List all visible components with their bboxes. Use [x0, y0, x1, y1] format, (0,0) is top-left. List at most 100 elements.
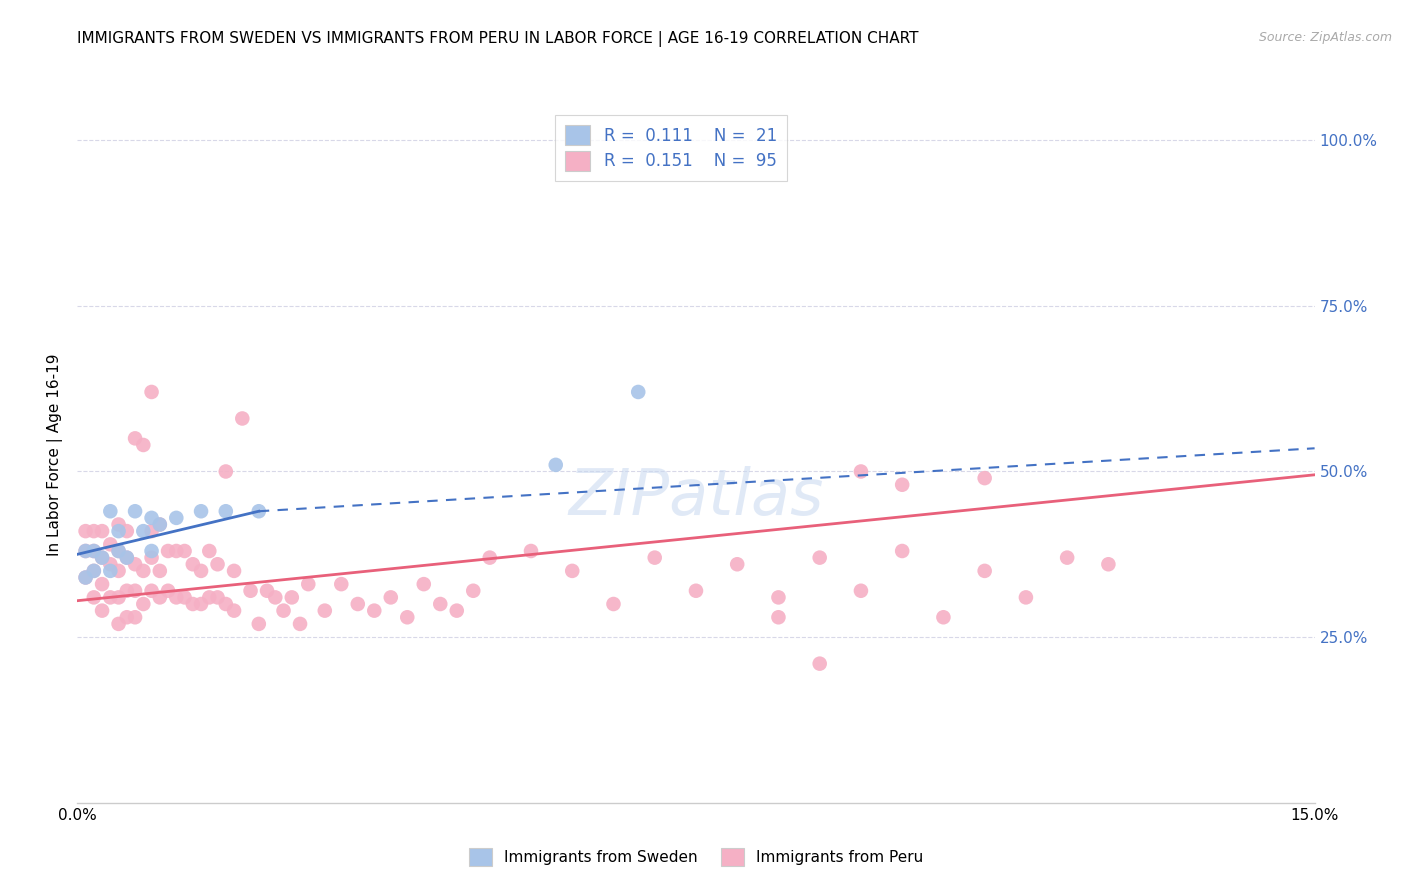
Point [149, 591, 172, 605]
Point [973, 564, 995, 578]
Point [132, 438, 155, 452]
Point [222, 604, 245, 618]
Point [239, 583, 262, 598]
Point [891, 544, 914, 558]
Point [463, 583, 485, 598]
Point [215, 465, 238, 479]
Point [207, 558, 229, 572]
Point [207, 591, 229, 605]
Point [98, 564, 121, 578]
Point [91, 604, 114, 618]
Point [98, 558, 121, 572]
Text: ZIPatlas: ZIPatlas [568, 466, 824, 528]
Point [173, 544, 195, 558]
Point [83, 544, 105, 558]
Point [83, 544, 105, 558]
Point [849, 583, 872, 598]
Point [768, 610, 790, 624]
Point [173, 591, 195, 605]
Point [75, 570, 97, 584]
Point [107, 591, 129, 605]
Point [281, 591, 304, 605]
Point [141, 524, 163, 538]
Point [288, 616, 311, 631]
Point [165, 511, 187, 525]
Point [75, 570, 97, 584]
Point [602, 597, 624, 611]
Point [75, 544, 97, 558]
Point [91, 550, 114, 565]
Point [256, 583, 278, 598]
Point [561, 564, 583, 578]
Point [1056, 550, 1078, 565]
Point [768, 591, 790, 605]
Point [808, 657, 831, 671]
Point [124, 583, 146, 598]
Point [231, 411, 253, 425]
Point [1015, 591, 1038, 605]
Point [83, 524, 105, 538]
Point [115, 610, 138, 624]
Point [849, 465, 872, 479]
Point [363, 604, 385, 618]
Point [215, 504, 238, 518]
Point [83, 564, 105, 578]
Point [181, 597, 204, 611]
Point [627, 384, 650, 399]
Point [149, 517, 172, 532]
Point [520, 544, 543, 558]
Point [91, 577, 114, 591]
Point [141, 511, 163, 525]
Point [346, 597, 368, 611]
Point [124, 504, 146, 518]
Point [83, 564, 105, 578]
Point [478, 550, 501, 565]
Point [725, 558, 748, 572]
Legend: Immigrants from Sweden, Immigrants from Peru: Immigrants from Sweden, Immigrants from … [460, 839, 932, 875]
Point [380, 591, 402, 605]
Point [932, 610, 955, 624]
Point [314, 604, 336, 618]
Point [132, 564, 155, 578]
Point [190, 564, 212, 578]
Point [165, 591, 187, 605]
Point [115, 583, 138, 598]
Point [1097, 558, 1119, 572]
Point [157, 583, 180, 598]
Point [132, 524, 155, 538]
Point [446, 604, 468, 618]
Point [685, 583, 707, 598]
Point [330, 577, 353, 591]
Point [75, 544, 97, 558]
Point [215, 597, 238, 611]
Text: IMMIGRANTS FROM SWEDEN VS IMMIGRANTS FROM PERU IN LABOR FORCE | AGE 16-19 CORREL: IMMIGRANTS FROM SWEDEN VS IMMIGRANTS FRO… [77, 31, 920, 47]
Point [891, 477, 914, 491]
Point [115, 550, 138, 565]
Point [396, 610, 419, 624]
Point [98, 537, 121, 551]
Point [124, 558, 146, 572]
Point [198, 591, 221, 605]
Point [644, 550, 666, 565]
Point [412, 577, 434, 591]
Point [190, 504, 212, 518]
Point [141, 550, 163, 565]
Point [297, 577, 319, 591]
Point [132, 597, 155, 611]
Point [264, 591, 287, 605]
Point [544, 458, 567, 472]
Point [222, 564, 245, 578]
Point [107, 517, 129, 532]
Point [141, 583, 163, 598]
Point [429, 597, 451, 611]
Point [124, 431, 146, 445]
Point [98, 504, 121, 518]
Y-axis label: In Labor Force | Age 16-19: In Labor Force | Age 16-19 [48, 353, 63, 557]
Point [83, 591, 105, 605]
Point [973, 471, 995, 485]
Point [141, 544, 163, 558]
Point [273, 604, 295, 618]
Point [198, 544, 221, 558]
Point [141, 384, 163, 399]
Point [149, 564, 172, 578]
